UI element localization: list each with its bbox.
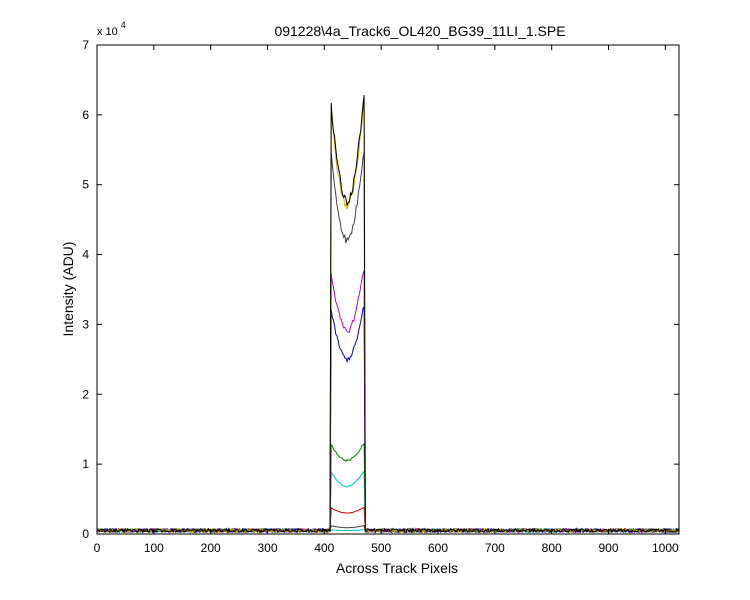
series-line (97, 95, 680, 534)
y-axis-label: Intensity (ADU) (60, 242, 76, 337)
tick-layer: 0 100 200 300 400 500 600 700 800 900 1000 0 1 2 3 4 5 6 7 (82, 38, 679, 555)
x-tick-label: 500 (371, 541, 391, 555)
plot-area (97, 45, 679, 534)
x-tick-label: 400 (314, 541, 334, 555)
y-tick-label: 0 (82, 527, 89, 541)
y-exponent: x 104 (97, 20, 126, 38)
chart-title: 091228\4a_Track6_OL420_BG39_11LI_1.SPE (274, 23, 565, 39)
plot-frame (96, 44, 680, 535)
y-tick-label: 1 (82, 457, 89, 471)
y-tick-label: 2 (82, 387, 89, 401)
x-tick-label: 200 (201, 541, 221, 555)
y-tick-label: 4 (82, 248, 89, 262)
y-tick-label: 7 (82, 38, 89, 52)
y-exponent-power: 4 (121, 20, 126, 30)
x-tick-label: 0 (94, 541, 101, 555)
x-tick-label: 800 (542, 541, 562, 555)
x-tick-label: 700 (485, 541, 505, 555)
x-tick-label: 300 (257, 541, 277, 555)
x-tick-label: 900 (599, 541, 619, 555)
series-layer (96, 95, 680, 534)
x-axis-label: Across Track Pixels (336, 560, 458, 576)
y-tick-label: 6 (82, 108, 89, 122)
x-tick-label: 100 (144, 541, 164, 555)
y-tick-label: 5 (82, 178, 89, 192)
x-tick-label: 1000 (652, 541, 679, 555)
y-exponent-base: x 10 (97, 26, 118, 38)
x-tick-label: 600 (428, 541, 448, 555)
y-tick-label: 3 (82, 317, 89, 331)
